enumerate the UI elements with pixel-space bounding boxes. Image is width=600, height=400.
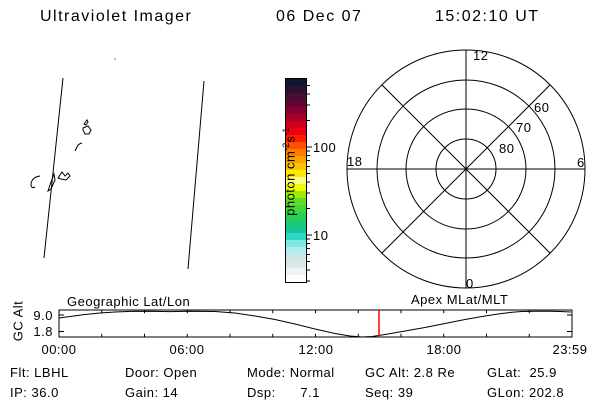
geographic-panel-label: Geographic Lat/Lon	[67, 294, 191, 309]
unit-prefix: photon cm	[282, 150, 298, 216]
dsp-field: Dsp: 7.1	[247, 385, 320, 400]
meridian-line-right	[187, 80, 205, 270]
xtick-0000: 00:00	[41, 342, 77, 357]
ytick-1-8: 1.8	[33, 324, 53, 339]
gain-field: Gain: 14	[125, 385, 179, 400]
coastline-island-e	[30, 175, 41, 189]
flt-field: Flt: LBHL	[10, 365, 69, 380]
ip-field: IP: 36.0	[10, 385, 59, 400]
y-axis-label: GC Alt	[10, 300, 26, 342]
ytick-9: 9.0	[33, 308, 53, 323]
coastline-island-a	[82, 125, 92, 135]
unit-mid: s	[282, 135, 298, 143]
colorbar-gradient	[285, 78, 307, 283]
colorbar-ticks	[306, 85, 312, 282]
mode-field: Mode: Normal	[247, 365, 335, 380]
coastline-island-c	[57, 171, 71, 181]
glon-field: GLon: 202.8	[487, 385, 565, 400]
mlat-label-80: 80	[499, 141, 515, 156]
xtick-2359: 23:59	[552, 342, 588, 357]
seq-field: Seq: 39	[365, 385, 414, 400]
unit-exponent-2: -1	[281, 127, 291, 136]
xtick-1200: 12:00	[298, 342, 334, 357]
coastline-islet	[83, 119, 89, 126]
xtick-1800: 18:00	[426, 342, 462, 357]
polar-grid-svg	[346, 49, 586, 289]
coastline-island-d	[47, 172, 56, 193]
unit-exponent-1: -2	[281, 142, 291, 151]
coastline-island-b	[74, 142, 83, 152]
map-panel-svg	[30, 58, 205, 270]
altitude-curve	[58, 310, 572, 338]
colorbar-tick-label-10: 10	[313, 228, 329, 243]
mlt-label-18: 18	[347, 154, 363, 169]
timeline-xticks	[101, 310, 530, 337]
mlat-label-70: 70	[516, 120, 532, 135]
timeline-plot-svg	[58, 309, 573, 338]
glat-field: GLat: 25.9	[487, 365, 557, 380]
app-title: Ultraviolet Imager	[40, 8, 193, 25]
xtick-0600: 06:00	[169, 342, 205, 357]
mlat-label-60: 60	[534, 100, 550, 115]
data-pixel	[114, 58, 116, 60]
polar-spoke-diag-b	[381, 84, 551, 254]
mlt-label-12: 12	[473, 48, 489, 63]
colorbar-unit-label: photon cm-2s-1	[266, 100, 297, 260]
mlt-label-6: 6	[577, 155, 585, 170]
colorbar-tick-label-100: 100	[313, 140, 337, 155]
meridian-line-left	[43, 77, 64, 259]
timeline-yticks	[59, 314, 572, 332]
gcalt-field: GC Alt: 2.8 Re	[365, 365, 456, 380]
door-field: Door: Open	[125, 365, 198, 380]
mlt-label-0: 0	[466, 276, 474, 291]
apex-panel-label: Apex MLat/MLT	[411, 292, 509, 307]
date-label: 06 Dec 07	[276, 8, 363, 25]
time-label: 15:02:10 UT	[435, 8, 540, 25]
